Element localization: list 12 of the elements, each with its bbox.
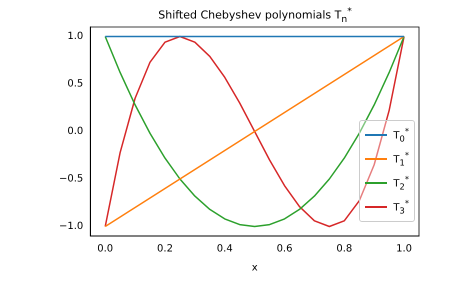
y-tick-label: 0.0	[67, 126, 84, 138]
x-tick-label: 0.6	[276, 244, 292, 255]
y-tick-label: 1.0	[67, 31, 84, 42]
x-tick-label: 0.4	[216, 244, 233, 255]
x-tick-label: 0.2	[157, 244, 173, 255]
x-axis-title: x	[252, 262, 258, 274]
x-tick-label: 0.0	[97, 244, 114, 255]
y-tick-label: −1.0	[58, 221, 84, 232]
x-tick-label: 0.8	[336, 244, 352, 255]
y-tick-label: −0.5	[58, 174, 84, 185]
y-tick-label: 0.5	[67, 78, 84, 90]
x-tick-label: 1.0	[396, 244, 412, 255]
